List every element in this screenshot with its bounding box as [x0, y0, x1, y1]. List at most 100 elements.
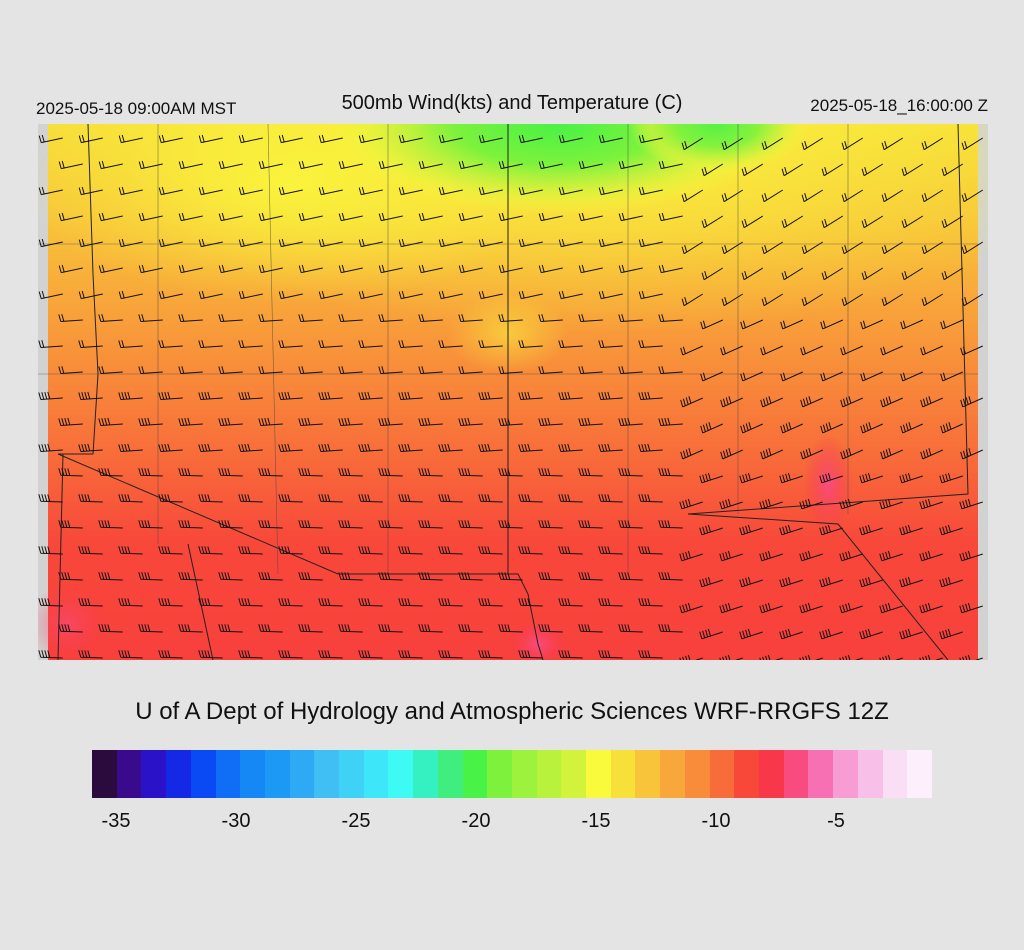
wind-barb	[578, 264, 603, 274]
wind-barb	[258, 624, 283, 633]
wind-barb	[721, 189, 744, 203]
wind-barb	[58, 314, 83, 322]
wind-barb	[638, 290, 663, 300]
wind-barb	[658, 160, 683, 170]
wind-barb	[238, 650, 263, 659]
wind-barb	[418, 520, 443, 529]
wind-barb	[558, 238, 583, 248]
temperature-colorbar	[92, 750, 932, 798]
wind-barb	[438, 443, 463, 452]
wind-barb	[278, 238, 303, 248]
wind-barb	[318, 494, 343, 503]
wind-barb	[618, 366, 643, 374]
wind-barb	[138, 264, 163, 274]
wind-barb	[759, 498, 783, 510]
wind-barb	[378, 624, 403, 633]
colorbar-swatch	[264, 750, 290, 798]
wind-barb	[158, 598, 183, 607]
colorbar-swatch	[660, 750, 685, 798]
colorbar-swatch	[907, 750, 932, 798]
wind-barb	[959, 498, 983, 510]
wind-barb	[198, 186, 223, 196]
wind-barb	[438, 238, 463, 248]
wind-barb	[58, 264, 83, 274]
wind-barb	[618, 160, 643, 170]
wind-barb	[558, 494, 583, 503]
wind-barb	[338, 212, 363, 222]
wind-barb	[701, 163, 724, 177]
wind-barb	[921, 241, 944, 255]
wind-barb	[799, 550, 823, 562]
wind-barb	[899, 524, 923, 536]
wind-barb	[358, 546, 383, 555]
wind-barb	[438, 650, 463, 659]
wind-barb	[558, 443, 583, 452]
wind-barb	[960, 345, 983, 356]
wind-barb	[538, 314, 563, 322]
wind-barb	[941, 267, 964, 281]
colorbar-swatch	[783, 750, 809, 798]
wind-barb	[58, 366, 83, 374]
wind-barb	[358, 494, 383, 503]
wind-barb	[598, 650, 623, 659]
wind-barb	[458, 366, 483, 374]
wind-barb	[258, 417, 283, 426]
wind-barb	[800, 448, 823, 460]
wind-barb	[298, 160, 323, 170]
wind-barb	[739, 628, 763, 640]
wind-barb	[899, 576, 923, 588]
wind-barb	[118, 598, 143, 607]
wind-barb	[358, 391, 383, 400]
wind-barb	[138, 212, 163, 222]
wind-barb	[98, 520, 123, 529]
wind-barb	[218, 520, 243, 529]
wind-barb	[921, 189, 944, 203]
wind-barb	[298, 314, 323, 322]
colorbar-swatch	[808, 750, 834, 798]
map-svg	[38, 124, 988, 660]
colorbar-tick-label: -25	[341, 810, 371, 832]
wind-barb	[741, 267, 764, 281]
wind-barbs	[38, 134, 984, 660]
wind-barb	[478, 546, 503, 555]
wind-barb	[458, 417, 483, 426]
wind-barb	[258, 468, 283, 477]
wind-barb	[398, 546, 423, 555]
wind-barb	[198, 650, 223, 659]
wind-barb	[338, 160, 363, 170]
wind-barb	[298, 366, 323, 374]
wind-barb	[881, 137, 904, 151]
wind-barb	[638, 391, 663, 400]
wind-barb	[779, 628, 803, 640]
wind-barb	[158, 546, 183, 555]
wind-barb	[919, 550, 943, 562]
colorbar-swatch	[882, 750, 908, 798]
colorbar-swatch	[437, 750, 463, 798]
wind-barb	[118, 186, 143, 196]
wind-barb	[598, 443, 623, 452]
wind-barb	[38, 494, 63, 503]
colorbar-tick-label: -20	[461, 810, 491, 832]
wind-barb	[960, 396, 983, 408]
colorbar-swatch	[92, 750, 117, 798]
wind-barb	[719, 602, 743, 614]
wind-barb	[881, 293, 904, 307]
wind-barb	[138, 366, 163, 374]
wind-barb	[98, 212, 123, 222]
wind-barb	[841, 241, 864, 255]
colorbar-swatch	[363, 750, 389, 798]
wind-barb	[558, 340, 583, 348]
colorbar-swatch	[561, 750, 587, 798]
wind-barb	[961, 241, 984, 255]
wind-barb	[478, 238, 503, 248]
wind-barb	[258, 264, 283, 274]
wind-barb	[458, 314, 483, 322]
wind-barb	[538, 366, 563, 374]
wind-barb	[178, 468, 203, 477]
colorbar-swatch	[833, 750, 858, 798]
wind-barb	[801, 137, 824, 151]
wind-barb	[558, 290, 583, 300]
wind-barb	[78, 650, 103, 659]
wind-barb	[118, 340, 143, 348]
wind-barb	[939, 524, 963, 536]
